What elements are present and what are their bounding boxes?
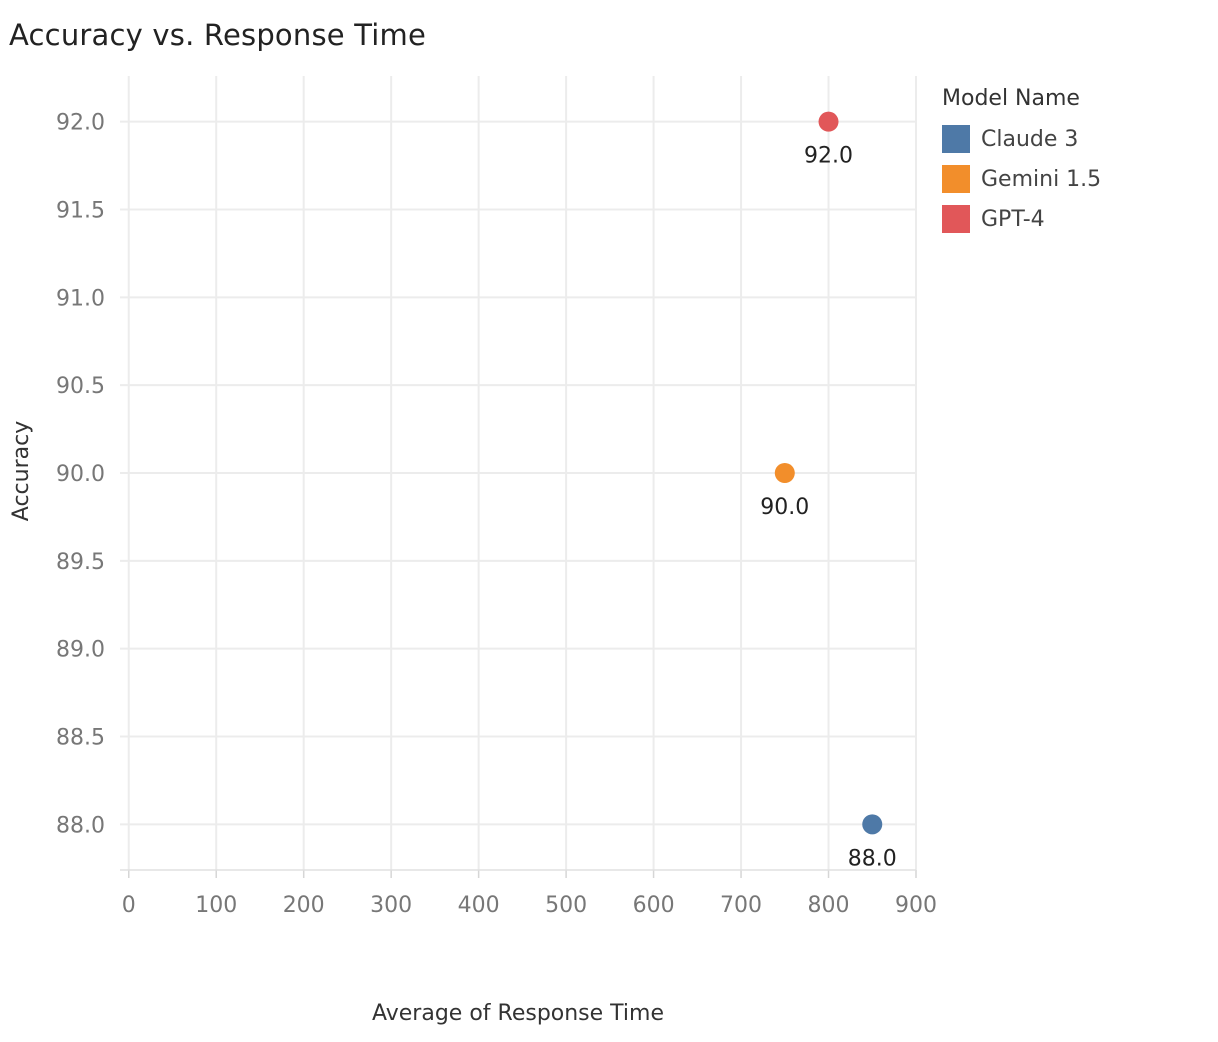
legend-item: GPT-4 [942,199,1101,239]
legend-items: Claude 3 Gemini 1.5 GPT-4 [942,119,1101,239]
legend-swatch [942,205,970,233]
y-tick-label: 90.5 [56,374,105,399]
y-tick-label: 91.5 [56,199,105,224]
chart-title: Accuracy vs. Response Time [9,18,426,52]
legend-swatch [942,125,970,153]
y-tick-label: 90.0 [56,462,105,487]
grid [120,76,917,870]
legend-label: GPT-4 [981,206,1045,232]
y-tick-label: 88.5 [56,725,105,750]
y-tick-label: 89.5 [56,550,105,575]
legend: Model Name Claude 3 Gemini 1.5 GPT-4 [942,86,1101,239]
x-tick-label: 200 [283,893,325,918]
data-point [774,463,795,483]
x-tick-label: 400 [458,893,500,918]
x-tick-label: 700 [720,893,762,918]
x-tick-label: 100 [195,893,237,918]
data-points [774,111,883,835]
data-labels: 88.0 90.0 92.0 [760,144,896,872]
y-tick-label: 92.0 [56,111,105,136]
legend-swatch [942,165,970,193]
legend-title: Model Name [942,86,1080,111]
data-label: 88.0 [848,846,897,871]
data-point [818,111,839,132]
x-axis-label: Average of Response Time [372,1001,664,1026]
x-tick-label: 0 [122,893,136,918]
x-tick-label: 500 [545,893,587,918]
legend-item: Claude 3 [942,119,1101,159]
y-tick-label: 88.0 [56,813,105,838]
data-label: 90.0 [760,495,809,520]
x-tick-label: 600 [633,893,675,918]
y-tick-label: 89.0 [56,638,105,663]
y-tick-label: 91.0 [56,286,105,311]
data-label: 92.0 [804,144,853,169]
x-tick-label: 300 [370,893,412,918]
y-axis-label: Accuracy [9,421,34,521]
x-tick-label: 800 [808,893,850,918]
legend-label: Claude 3 [981,126,1079,152]
axes: 0 100 200 300 400 500 600 700 800 900 88.0 88.5 89.0… [56,111,937,918]
x-tick-label: 900 [895,893,937,918]
data-point [862,814,883,835]
legend-label: Gemini 1.5 [981,166,1102,192]
legend-item: Gemini 1.5 [942,159,1101,199]
